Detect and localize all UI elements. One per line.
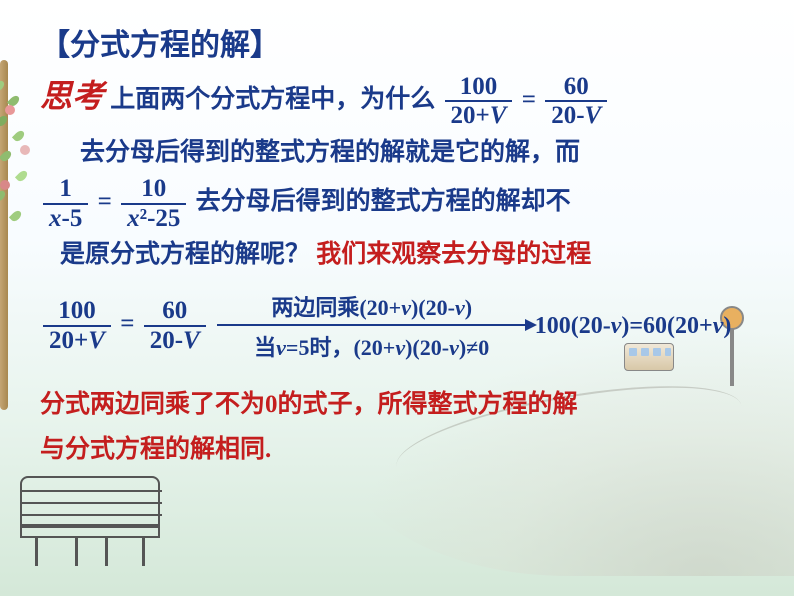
- observe-text: 我们来观察去分母的过程: [316, 241, 591, 268]
- slide-content: 【分式方程的解】 思考 上面两个分式方程中，为什么 100 20+V = 60 …: [0, 0, 794, 492]
- section-title: 【分式方程的解】: [40, 20, 754, 64]
- derivation-arrow: 两边同乘(20+v)(20-v) 当v=5时，(20+v)(20-v)≠0: [217, 290, 527, 362]
- conclusion-line-2: 与分式方程的解相同.: [40, 427, 754, 472]
- arrow-bottom-text: 当v=5时，(20+v)(20-v)≠0: [217, 330, 527, 362]
- conclusion-line-1: 分式两边同乘了不为0的式子，所得整式方程的解: [40, 382, 754, 427]
- question-line-1: 思考 上面两个分式方程中，为什么 100 20+V = 60 20-V: [40, 72, 754, 130]
- question-line-2: 去分母后得到的整式方程的解就是它的解，而: [80, 134, 754, 172]
- question-line-3: 1 x-5 = 10 x²-25 去分母后得到的整式方程的解却不: [40, 175, 754, 232]
- equation-derivation: 100 20+V = 60 20-V 两边同乘(20+v)(20-v) 当v=5…: [40, 290, 754, 362]
- fraction-4: 10 x²-25: [121, 175, 186, 232]
- fraction-2: 60 20-V: [545, 73, 607, 130]
- arrow-top-text: 两边同乘(20+v)(20-v): [217, 290, 527, 322]
- question-line-4: 是原分式方程的解呢？ 我们来观察去分母的过程: [60, 236, 754, 274]
- fraction-3: 1 x-5: [43, 175, 88, 232]
- fraction-6: 60 20-V: [144, 297, 206, 354]
- fraction-5: 100 20+V: [43, 297, 111, 354]
- sikao-label: 思考: [40, 78, 104, 114]
- fraction-1: 100 20+V: [445, 73, 513, 130]
- derivation-result: 100(20-v)=60(20+v): [535, 308, 732, 344]
